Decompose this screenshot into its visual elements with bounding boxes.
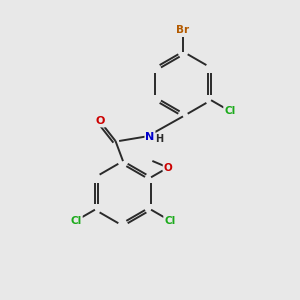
Text: O: O (164, 163, 172, 172)
Text: Cl: Cl (224, 106, 236, 116)
Text: Cl: Cl (70, 215, 82, 226)
Text: Cl: Cl (164, 215, 176, 226)
Text: O: O (96, 116, 105, 127)
Text: N: N (146, 131, 154, 142)
Text: Br: Br (176, 25, 190, 35)
Text: H: H (155, 134, 164, 144)
